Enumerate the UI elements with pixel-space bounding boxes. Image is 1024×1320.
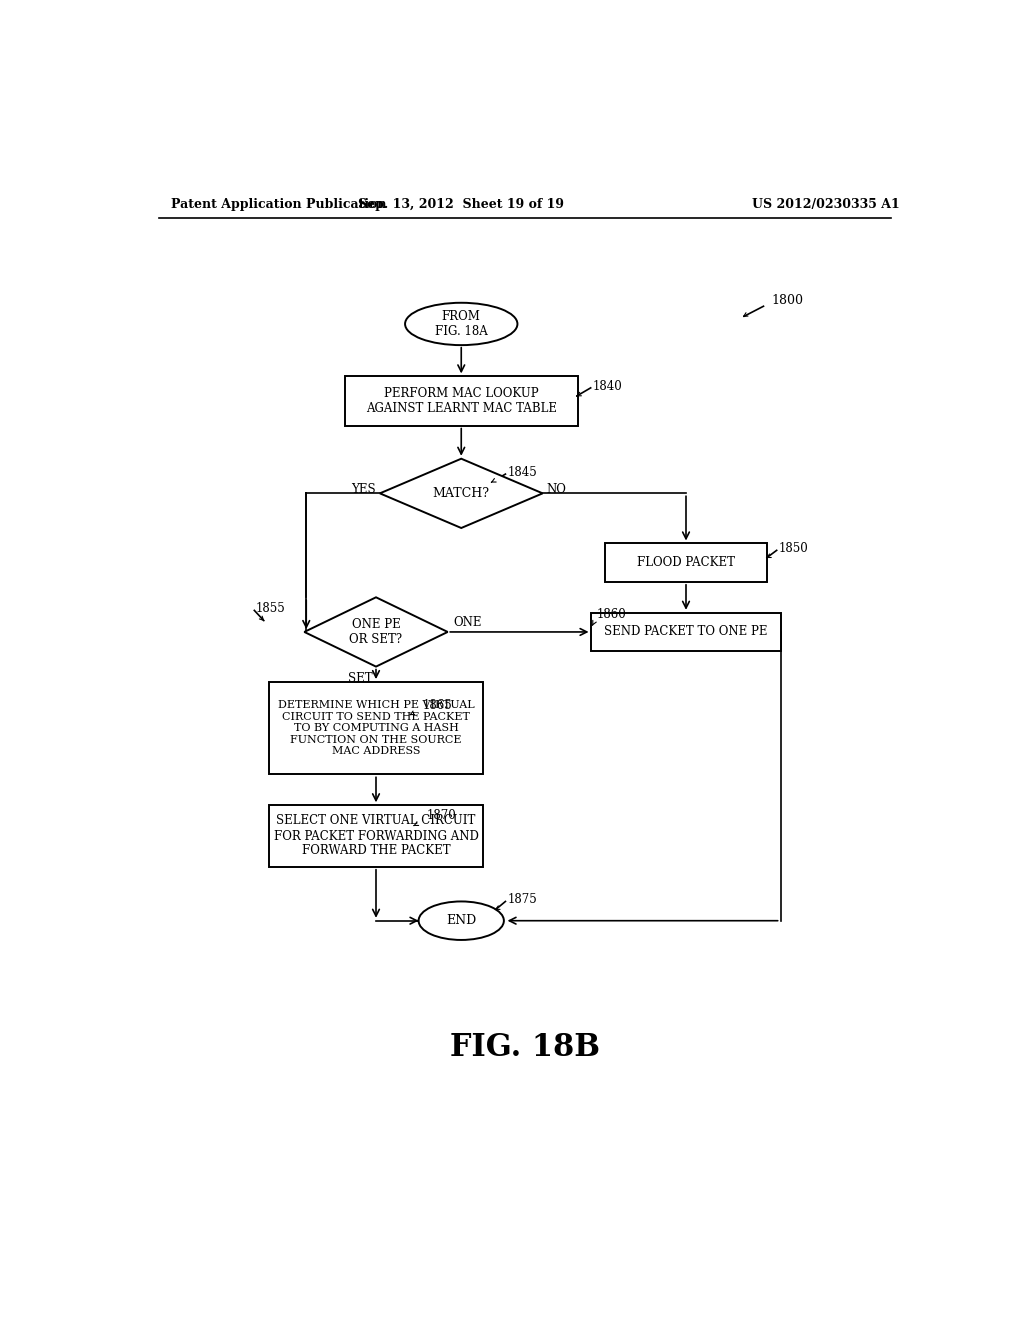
Text: ONE: ONE (454, 616, 482, 630)
Text: US 2012/0230335 A1: US 2012/0230335 A1 (752, 198, 899, 211)
Ellipse shape (419, 902, 504, 940)
Ellipse shape (406, 302, 517, 345)
Text: Patent Application Publication: Patent Application Publication (171, 198, 386, 211)
Polygon shape (380, 459, 543, 528)
Text: MATCH?: MATCH? (433, 487, 489, 500)
Text: SEND PACKET TO ONE PE: SEND PACKET TO ONE PE (604, 626, 768, 639)
Text: Sep. 13, 2012  Sheet 19 of 19: Sep. 13, 2012 Sheet 19 of 19 (358, 198, 564, 211)
Text: 1800: 1800 (771, 294, 803, 308)
FancyBboxPatch shape (591, 612, 781, 651)
Text: END: END (446, 915, 476, 927)
FancyBboxPatch shape (269, 805, 482, 867)
Text: YES: YES (351, 483, 376, 496)
Text: 1875: 1875 (508, 894, 538, 907)
Text: 1840: 1840 (593, 380, 623, 393)
Text: DETERMINE WHICH PE VIRTUAL
CIRCUIT TO SEND THE PACKET
TO BY COMPUTING A HASH
FUN: DETERMINE WHICH PE VIRTUAL CIRCUIT TO SE… (278, 700, 474, 756)
Polygon shape (304, 597, 447, 667)
Text: 1845: 1845 (508, 466, 538, 479)
Text: 1865: 1865 (423, 698, 453, 711)
Text: 1870: 1870 (426, 809, 456, 822)
FancyBboxPatch shape (345, 376, 578, 426)
Text: SET: SET (348, 672, 373, 685)
Text: 1860: 1860 (597, 607, 627, 620)
FancyBboxPatch shape (269, 682, 482, 775)
Text: ONE PE
OR SET?: ONE PE OR SET? (349, 618, 402, 645)
Text: NO: NO (547, 483, 566, 496)
Text: PERFORM MAC LOOKUP
AGAINST LEARNT MAC TABLE: PERFORM MAC LOOKUP AGAINST LEARNT MAC TA… (366, 387, 557, 414)
Text: 1850: 1850 (779, 543, 809, 556)
Text: SELECT ONE VIRTUAL CIRCUIT
FOR PACKET FORWARDING AND
FORWARD THE PACKET: SELECT ONE VIRTUAL CIRCUIT FOR PACKET FO… (273, 814, 478, 858)
Text: FROM
FIG. 18A: FROM FIG. 18A (435, 310, 487, 338)
Text: 1855: 1855 (256, 602, 286, 615)
Text: FIG. 18B: FIG. 18B (450, 1032, 600, 1063)
FancyBboxPatch shape (604, 544, 767, 582)
Text: FLOOD PACKET: FLOOD PACKET (637, 556, 735, 569)
